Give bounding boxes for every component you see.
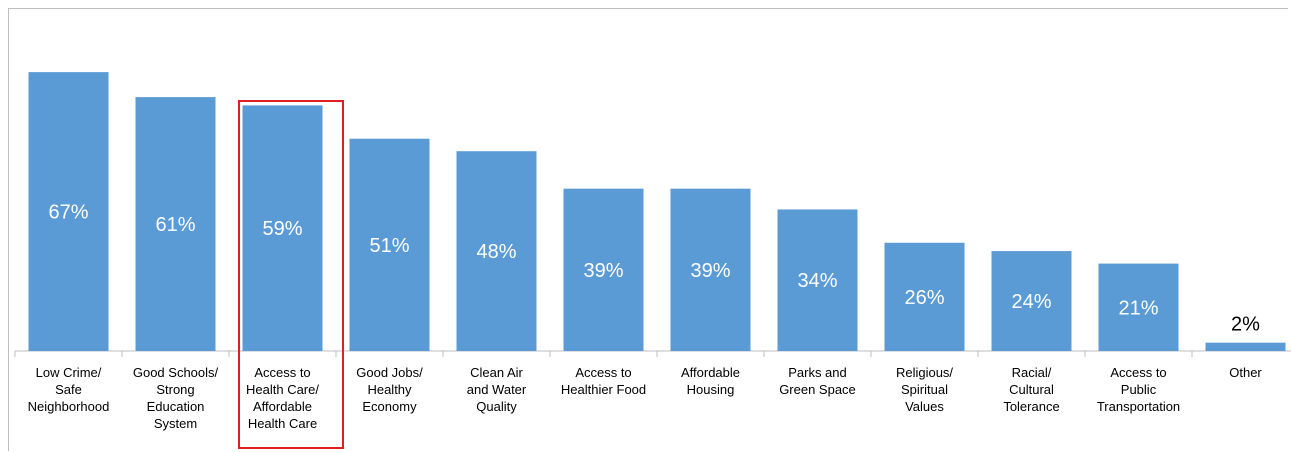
category-label-11: Other [1229,365,1262,380]
data-label-4: 48% [476,241,516,263]
data-label-7: 34% [797,270,837,292]
category-label-7: Parks and Green Space [779,365,856,397]
category-label-4: Clean Air and Water Quality [467,365,527,414]
bar-3 [349,138,430,351]
category-label-1: Good Schools/Strong Education System [133,365,219,431]
data-label-1: 61% [155,214,195,236]
data-label-6: 39% [690,260,730,282]
data-label-5: 39% [583,260,623,282]
bar-10 [1098,263,1179,351]
bar-2 [242,105,323,351]
chart-frame [8,8,1288,451]
data-label-9: 24% [1011,291,1051,313]
data-label-2: 59% [262,218,302,240]
bar-4 [456,151,537,351]
bar-7 [777,209,858,351]
category-label-9: Racial/Cultural Tolerance [1003,365,1059,414]
data-label-0: 67% [48,202,88,224]
category-label-3: Good Jobs/Healthy Economy [356,365,423,414]
data-label-10: 21% [1118,297,1158,319]
bar-0 [28,72,109,352]
category-label-8: Religious/Spiritual Values [896,365,953,414]
category-label-2: Access to Health Care/Affordable Health Ca… [246,365,319,431]
bar-5 [563,188,644,351]
bar-1 [135,97,216,352]
bar-8 [884,242,965,351]
bar-9 [991,251,1072,351]
category-label-0: Low Crime/Safe Neighborhood [28,365,110,414]
bar-6 [670,188,751,351]
highlight-box [238,100,344,449]
data-label-11: 2% [1231,314,1260,336]
bar-11 [1205,342,1286,351]
data-label-8: 26% [904,287,944,309]
data-label-3: 51% [369,235,409,257]
category-label-6: Affordable Housing [681,365,740,397]
category-label-5: Access to Healthier Food [561,365,646,397]
category-label-10: Access to Public Transportation [1097,365,1180,414]
